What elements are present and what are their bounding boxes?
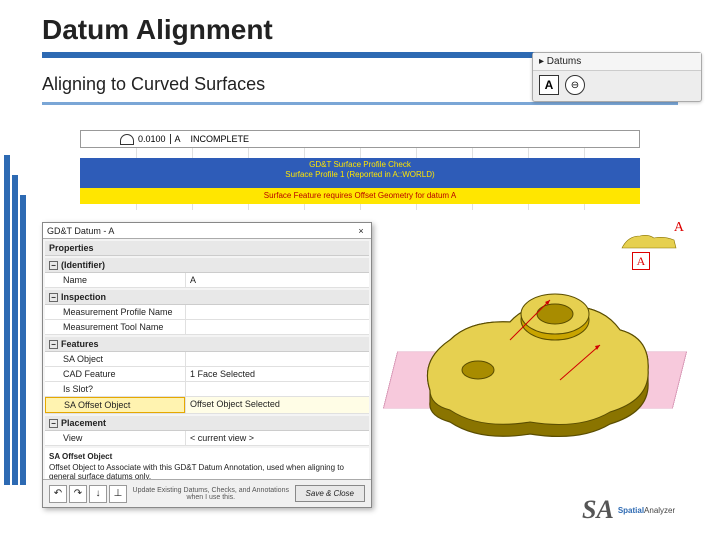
- prop-key: Name: [45, 273, 185, 287]
- logo-text: SpatialAnalyzer: [618, 506, 675, 515]
- prop-value[interactable]: [185, 352, 369, 366]
- prop-value[interactable]: [185, 320, 369, 334]
- section-identifier-header[interactable]: −(Identifier): [45, 258, 369, 273]
- redo-icon[interactable]: ↷: [69, 485, 87, 503]
- collapse-icon[interactable]: −: [49, 340, 58, 349]
- footer-note: Update Existing Datums, Checks, and Anno…: [127, 487, 295, 501]
- datums-panel-header[interactable]: ▸ Datums: [533, 53, 701, 71]
- datums-panel: ▸ Datums A ⊖: [532, 52, 702, 102]
- datum-label-a-text: A: [674, 220, 684, 236]
- subtitle-underline: [42, 102, 678, 105]
- prop-row: Measurement Tool Name: [45, 320, 369, 335]
- prop-value[interactable]: A: [185, 273, 369, 287]
- section-inspection-header[interactable]: −Inspection: [45, 290, 369, 305]
- section-features-header[interactable]: −Features: [45, 337, 369, 352]
- section-placement-header[interactable]: −Placement: [45, 416, 369, 431]
- subtitle: Aligning to Curved Surfaces: [42, 74, 265, 95]
- warning-band: Surface Feature requires Offset Geometry…: [80, 188, 640, 204]
- prop-key: CAD Feature: [45, 367, 185, 381]
- dialog-titlebar[interactable]: GD&T Datum - A ×: [43, 223, 371, 239]
- prop-key: Measurement Profile Name: [45, 305, 185, 319]
- check-header-band: GD&T Surface Profile Check Surface Profi…: [80, 158, 640, 188]
- tolerance-datum: A: [170, 134, 181, 144]
- down-icon[interactable]: ↓: [89, 485, 107, 503]
- prop-key: View: [45, 431, 185, 445]
- prop-key: Is Slot?: [45, 382, 185, 396]
- collapse-icon[interactable]: −: [49, 261, 58, 270]
- section-features: −Features SA Object CAD Feature1 Face Se…: [45, 337, 369, 414]
- datum-properties-dialog: GD&T Datum - A × Properties −(Identifier…: [42, 222, 372, 508]
- undo-icon[interactable]: ↶: [49, 485, 67, 503]
- section-identifier: −(Identifier) NameA: [45, 258, 369, 288]
- save-close-button[interactable]: Save & Close: [295, 485, 365, 502]
- tolerance-callout: 0.0100 A INCOMPLETE: [120, 130, 249, 148]
- prop-key: SA Object: [45, 352, 185, 366]
- desc-title: SA Offset Object: [49, 452, 365, 461]
- datum-letter-box[interactable]: A: [539, 75, 559, 95]
- prop-value[interactable]: < current view >: [185, 431, 369, 445]
- dialog-footer: ↶ ↷ ↓ ⊥ Update Existing Datums, Checks, …: [43, 479, 371, 507]
- datum-label-a-box: A: [632, 252, 650, 270]
- prop-value[interactable]: [185, 305, 369, 319]
- prop-key: Measurement Tool Name: [45, 320, 185, 334]
- collapse-icon[interactable]: −: [49, 419, 58, 428]
- prop-row: Is Slot?: [45, 382, 369, 397]
- viewport-3d[interactable]: A A: [380, 220, 690, 480]
- cad-part: [400, 250, 670, 460]
- anchor-icon[interactable]: ⊥: [109, 485, 127, 503]
- report-banner: 0.0100 A INCOMPLETE GD&T Surface Profile…: [80, 130, 640, 210]
- collapse-icon[interactable]: −: [49, 293, 58, 302]
- section-placement: −Placement View< current view >: [45, 416, 369, 446]
- tolerance-value: 0.0100: [138, 134, 166, 144]
- prop-key: SA Offset Object: [45, 397, 185, 413]
- prop-value[interactable]: Offset Object Selected: [185, 397, 369, 413]
- tolerance-status: INCOMPLETE: [191, 134, 250, 144]
- close-icon[interactable]: ×: [355, 226, 367, 236]
- check-line1: GD&T Surface Profile Check: [82, 160, 638, 170]
- properties-header: Properties: [45, 241, 369, 256]
- logo-mark: SA: [582, 495, 614, 525]
- datum-symbol-icon[interactable]: ⊖: [565, 75, 585, 95]
- decorative-stripes: [0, 155, 28, 485]
- prop-row: NameA: [45, 273, 369, 288]
- prop-row: SA Object: [45, 352, 369, 367]
- prop-value[interactable]: 1 Face Selected: [185, 367, 369, 381]
- prop-value[interactable]: [185, 382, 369, 396]
- page-title: Datum Alignment: [42, 14, 273, 46]
- prop-row-highlighted: SA Offset ObjectOffset Object Selected: [45, 397, 369, 414]
- prop-row: View< current view >: [45, 431, 369, 446]
- section-inspection: −Inspection Measurement Profile Name Mea…: [45, 290, 369, 335]
- brand-logo: SA SpatialAnalyzer: [582, 490, 702, 530]
- surface-profile-icon: [120, 134, 134, 145]
- dialog-title-text: GD&T Datum - A: [47, 226, 114, 236]
- mini-part-icon: [620, 230, 680, 252]
- prop-row: Measurement Profile Name: [45, 305, 369, 320]
- prop-row: CAD Feature1 Face Selected: [45, 367, 369, 382]
- check-line2: Surface Profile 1 (Reported in A::WORLD): [82, 170, 638, 180]
